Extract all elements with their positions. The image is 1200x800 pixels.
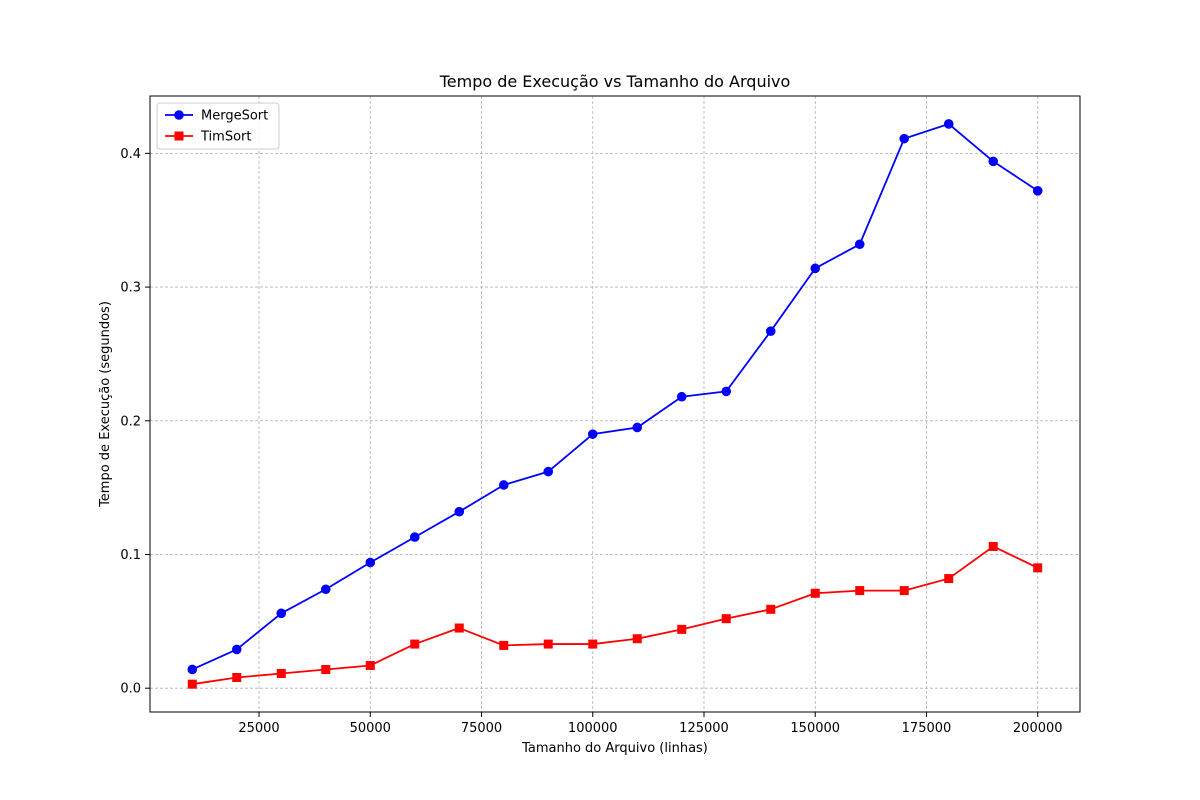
data-point <box>187 664 198 675</box>
data-point <box>899 586 909 596</box>
data-point <box>988 156 999 167</box>
x-tick-label: 50000 <box>350 721 391 736</box>
y-tick-label: 0.3 <box>120 281 141 296</box>
series-layer <box>187 119 1043 689</box>
x-tick-label: 125000 <box>679 721 729 736</box>
data-point <box>721 614 731 624</box>
x-axis-label: Tamanho do Arquivo (linhas) <box>521 741 708 756</box>
series-line-mergesort <box>191 123 1039 671</box>
data-point <box>409 532 420 542</box>
legend-item-timsort: TimSort <box>165 130 251 145</box>
chart-title: Tempo de Execução vs Tamanho do Arquivo <box>439 72 791 91</box>
x-tick-label: 25000 <box>238 721 279 736</box>
data-point <box>632 422 643 433</box>
ticks: 25000 50000 75000 100000 125000 150000 175000 2… <box>120 147 1062 736</box>
series-line-timsort <box>192 545 1039 686</box>
x-tick-label: 150000 <box>790 721 840 736</box>
data-point <box>365 557 376 568</box>
data-point <box>231 644 242 655</box>
data-point <box>499 640 509 650</box>
x-tick-label: 200000 <box>1013 721 1063 736</box>
legend-marker <box>174 131 184 141</box>
data-point <box>320 584 331 595</box>
x-tick-label: 75000 <box>461 721 502 736</box>
data-point <box>854 239 865 250</box>
legend-label: MergeSort <box>201 109 268 124</box>
data-point <box>410 639 420 649</box>
data-point <box>588 639 598 649</box>
data-point <box>677 624 687 634</box>
legend-label: TimSort <box>200 130 251 145</box>
y-tick-label: 0.4 <box>120 147 141 162</box>
data-point <box>543 466 554 477</box>
data-point <box>1032 186 1043 196</box>
data-point <box>454 623 464 633</box>
y-axis-label: Tempo de Execução (segundos) <box>98 301 113 508</box>
data-point <box>988 541 998 551</box>
legend-item-mergesort: MergeSort <box>165 109 268 124</box>
series-mergesort <box>187 119 1043 675</box>
data-point <box>810 588 820 598</box>
y-tick-label: 0.2 <box>120 414 141 429</box>
data-point <box>1033 563 1043 573</box>
data-point <box>943 119 954 129</box>
data-point <box>498 480 509 490</box>
data-point <box>676 391 687 402</box>
data-point <box>632 634 642 644</box>
data-point <box>810 263 821 274</box>
plot-frame <box>149 95 1081 713</box>
grid <box>150 96 1080 712</box>
data-point <box>587 429 598 439</box>
data-point <box>721 386 732 397</box>
data-point <box>321 664 331 674</box>
data-point <box>187 679 197 689</box>
data-point <box>454 506 465 517</box>
data-point <box>765 326 776 336</box>
data-point <box>855 586 865 596</box>
x-tick-label: 175000 <box>902 721 952 736</box>
legend-marker <box>174 110 184 120</box>
data-point <box>944 574 954 584</box>
data-point <box>365 660 375 670</box>
x-tick-label: 100000 <box>568 721 618 736</box>
y-tick-label: 0.1 <box>120 548 141 563</box>
data-point <box>232 673 242 683</box>
data-point <box>276 668 286 678</box>
legend: MergeSort TimSort <box>156 102 280 150</box>
data-point <box>276 608 287 619</box>
series-timsort <box>187 541 1043 689</box>
data-point <box>543 639 553 649</box>
data-point <box>899 133 910 144</box>
data-point <box>766 604 776 614</box>
y-tick-label: 0.0 <box>120 682 141 697</box>
